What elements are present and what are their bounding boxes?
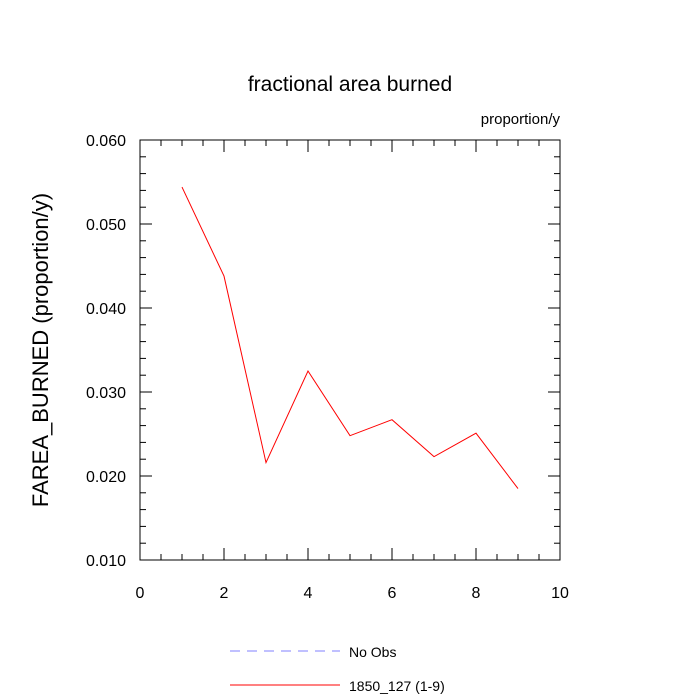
y-tick-label: 0.040 (86, 301, 126, 318)
x-axis-ticks: 0 2 4 6 8 10 (136, 140, 569, 602)
series-layer (181, 186, 519, 489)
y-tick-label: 0.030 (86, 385, 126, 402)
x-tick-label: 8 (472, 585, 481, 602)
x-tick-label: 0 (136, 585, 145, 602)
y-tick-label: 0.060 (86, 133, 126, 150)
y-axis-label: FAREA_BURNED (proportion/y) (28, 193, 53, 507)
legend-label-1850-127: 1850_127 (1-9) (349, 678, 445, 694)
x-tick-label: 10 (551, 585, 569, 602)
legend: No Obs 1850_127 (1-9) (230, 644, 445, 694)
x-tick-label: 4 (304, 585, 313, 602)
plot-frame (139, 139, 561, 561)
x-tick-label: 6 (388, 585, 397, 602)
y-tick-label: 0.020 (86, 469, 126, 486)
chart-title: fractional area burned (248, 73, 452, 96)
x-tick-label: 2 (220, 585, 229, 602)
series-line-1850-127 (181, 186, 519, 489)
y-axis-ticks: 0.010 0.020 0.030 0.040 0.050 0.060 (86, 133, 560, 570)
y-tick-label: 0.010 (86, 553, 126, 570)
legend-label-no-obs: No Obs (349, 644, 396, 660)
y-tick-label: 0.050 (86, 217, 126, 234)
units-label: proportion/y (481, 111, 561, 128)
